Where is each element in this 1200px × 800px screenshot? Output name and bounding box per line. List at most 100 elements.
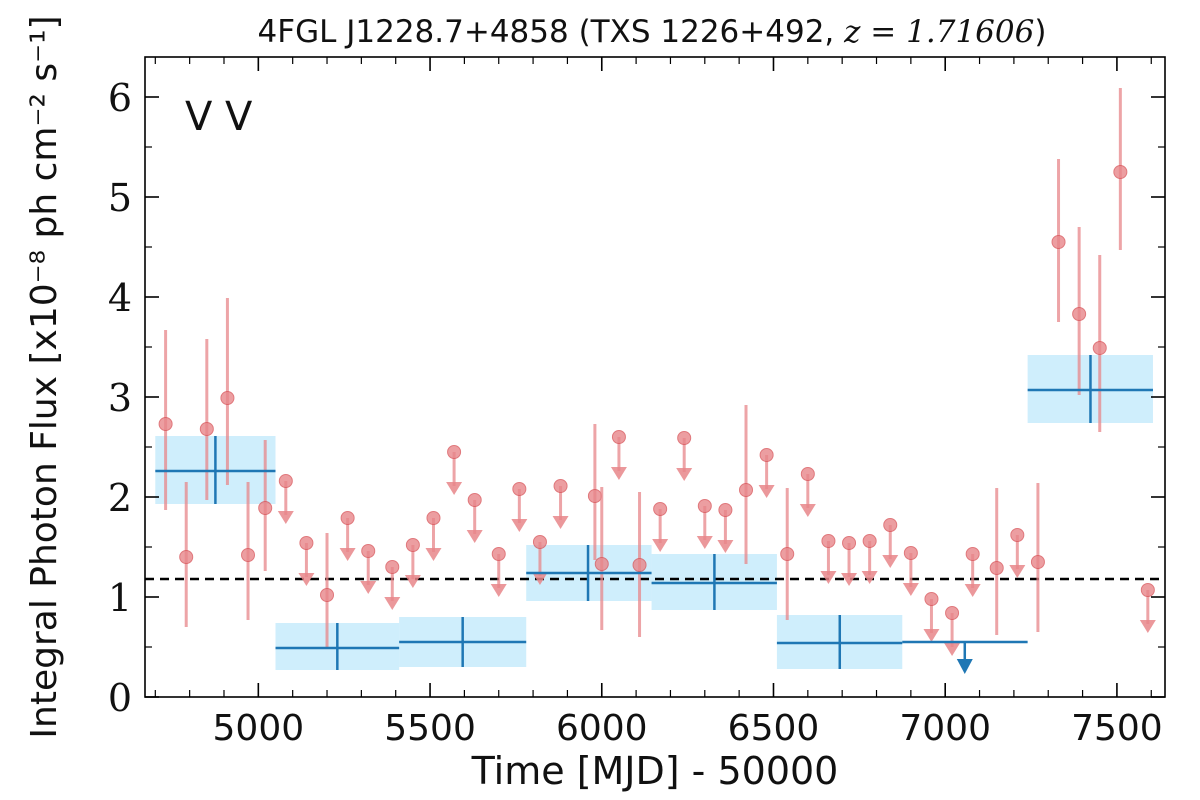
short-bin-points — [158, 88, 1156, 656]
short-point-marker — [199, 422, 214, 436]
short-upper-limit-marker — [491, 547, 506, 561]
short-point-marker — [179, 550, 194, 564]
x-tick-label: 5500 — [384, 708, 476, 749]
short-upper-limit-arrow — [964, 584, 981, 597]
short-upper-limit-marker — [718, 503, 733, 517]
short-upper-limit-arrow — [466, 530, 483, 543]
short-upper-limit-arrow — [861, 571, 878, 584]
long-upper-limit-arrow — [956, 659, 973, 674]
short-upper-limit-marker — [677, 431, 692, 445]
short-upper-limit-arrow — [277, 511, 294, 524]
short-upper-limit-marker — [532, 535, 547, 549]
short-upper-limit-marker — [340, 511, 355, 525]
short-upper-limit-arrow — [610, 467, 627, 480]
y-tick-label: 5 — [108, 176, 132, 220]
title-source: 4FGL J1228.7+4858 (TXS 1226+492, — [258, 14, 845, 50]
short-point-marker — [587, 489, 602, 503]
short-upper-limit-marker — [759, 448, 774, 462]
short-point-marker — [1092, 341, 1107, 355]
short-upper-limit-marker — [553, 479, 568, 493]
long-bin-points — [155, 355, 1153, 674]
short-upper-limit-arrow — [511, 519, 528, 532]
short-point-marker — [739, 483, 754, 497]
short-upper-limit-marker — [299, 536, 314, 550]
short-point-marker — [158, 417, 173, 431]
short-upper-limit-arrow — [552, 516, 569, 529]
short-upper-limit-arrow — [696, 536, 713, 549]
short-upper-limit-marker — [1010, 528, 1025, 542]
title-redshift: z = 1.71606 — [843, 14, 1034, 50]
short-point-marker — [320, 588, 335, 602]
y-tick-label: 2 — [108, 476, 132, 520]
short-upper-limit-marker — [945, 606, 960, 620]
short-upper-limit-marker — [426, 511, 441, 525]
y-tick-label: 4 — [108, 276, 132, 320]
y-tick-label: 1 — [108, 576, 132, 620]
short-upper-limit-marker — [697, 499, 712, 513]
short-upper-limit-arrow — [944, 643, 961, 656]
short-upper-limit-marker — [405, 538, 420, 552]
short-upper-limit-arrow — [384, 597, 401, 610]
short-upper-limit-arrow — [490, 584, 507, 597]
y-axis-label: Integral Photon Flux [x10⁻⁸ ph cm⁻² s⁻¹] — [24, 15, 65, 738]
short-upper-limit-marker — [903, 546, 918, 560]
short-upper-limit-marker — [842, 536, 857, 550]
short-point-marker — [220, 391, 235, 405]
short-upper-limit-arrow — [652, 539, 669, 552]
short-upper-limit-arrow — [404, 575, 421, 588]
short-upper-limit-marker — [653, 502, 668, 516]
short-upper-limit-marker — [1140, 583, 1155, 597]
short-upper-limit-arrow — [799, 504, 816, 517]
x-tick-label: 6500 — [728, 708, 820, 749]
x-tick-label: 7500 — [1071, 708, 1163, 749]
x-tick-label: 6000 — [556, 708, 648, 749]
short-upper-limit-marker — [385, 560, 400, 574]
short-upper-limit-arrow — [902, 583, 919, 596]
short-upper-limit-arrow — [360, 581, 377, 594]
short-point-marker — [258, 501, 273, 515]
short-upper-limit-arrow — [758, 485, 775, 498]
short-upper-limit-arrow — [339, 548, 356, 561]
short-point-marker — [989, 561, 1004, 575]
short-upper-limit-arrow — [841, 573, 858, 586]
short-upper-limit-marker — [611, 430, 626, 444]
chart-title: 4FGL J1228.7+4858 (TXS 1226+492, z = 1.7… — [258, 14, 1047, 50]
short-upper-limit-marker — [821, 534, 836, 548]
title-close: ) — [1034, 14, 1046, 50]
short-upper-limit-marker — [862, 534, 877, 548]
plot-frame — [144, 56, 1166, 698]
legend-label-blue: V — [185, 94, 213, 140]
short-upper-limit-marker — [278, 474, 293, 488]
short-upper-limit-arrow — [820, 571, 837, 584]
axes-ticks: 5000 5500 6000 6500 7000 7500 0 1 2 3 4 5 6 — [108, 57, 1165, 749]
y-tick-label: 0 — [108, 676, 132, 720]
short-upper-limit-arrow — [717, 540, 734, 553]
short-upper-limit-marker — [467, 493, 482, 507]
short-upper-limit-marker — [361, 544, 376, 558]
short-upper-limit-marker — [800, 467, 815, 481]
short-point-marker — [241, 548, 256, 562]
short-upper-limit-arrow — [446, 482, 463, 495]
legend-label-red: V — [225, 94, 253, 140]
short-point-marker — [1072, 307, 1087, 321]
short-upper-limit-arrow — [425, 548, 442, 561]
y-tick-label: 6 — [108, 76, 132, 120]
short-upper-limit-arrow — [298, 573, 315, 586]
short-upper-limit-arrow — [1139, 620, 1156, 633]
short-point-marker — [1051, 235, 1066, 249]
short-upper-limit-marker — [924, 592, 939, 606]
legend: V V — [185, 94, 253, 140]
short-upper-limit-arrow — [676, 468, 693, 481]
x-axis-label: Time [MJD] - 50000 — [471, 749, 839, 793]
short-point-marker — [780, 547, 795, 561]
short-upper-limit-arrow — [923, 629, 940, 642]
y-tick-label: 3 — [108, 376, 132, 420]
short-upper-limit-arrow — [1009, 565, 1026, 578]
short-upper-limit-marker — [965, 547, 980, 561]
short-upper-limit-arrow — [882, 555, 899, 568]
short-point-marker — [594, 557, 609, 571]
short-upper-limit-marker — [447, 445, 462, 459]
short-point-marker — [632, 558, 647, 572]
x-tick-label: 7000 — [899, 708, 991, 749]
